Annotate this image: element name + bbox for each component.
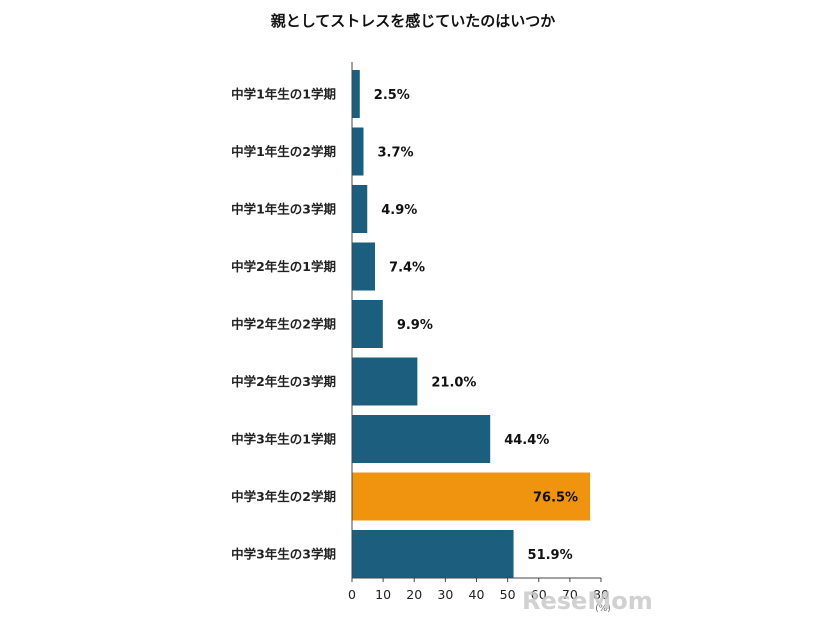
- x-tick-label: 0: [348, 587, 356, 602]
- value-label: 21.0%: [431, 376, 476, 391]
- category-label: 中学2年生の2学期: [231, 317, 336, 332]
- category-label: 中学1年生の2学期: [231, 144, 336, 159]
- x-tick-label: 50: [500, 587, 516, 602]
- category-label: 中学2年生の3学期: [231, 374, 336, 389]
- chart-title: 親としてストレスを感じていたのはいつか: [271, 12, 556, 30]
- bar: [352, 242, 376, 291]
- category-label: 中学1年生の3学期: [231, 202, 336, 217]
- value-label: 76.5%: [533, 491, 578, 506]
- x-tick-label: 20: [406, 587, 422, 602]
- bar: [352, 472, 591, 521]
- x-tick-label: 60: [531, 587, 547, 602]
- bar: [352, 185, 368, 233]
- bar: [352, 127, 364, 176]
- x-tick-label: 30: [437, 587, 453, 602]
- bar: [352, 357, 418, 406]
- category-label: 中学3年生の1学期: [231, 432, 336, 447]
- x-tick-label: 10: [375, 587, 391, 602]
- x-tick-label: 70: [562, 587, 578, 602]
- value-label: 9.9%: [397, 318, 433, 333]
- bar: [352, 530, 514, 578]
- bars-group: 中学1年生の1学期 2.5% 中学1年生の2学期 3.7% 中学1年生の3学期 4.9% 中…: [231, 70, 591, 578]
- category-label: 中学1年生の1学期: [231, 87, 336, 102]
- value-label: 4.9%: [381, 203, 417, 218]
- watermark-logo: ReseMom: [522, 587, 653, 615]
- x-tick-label: 40: [469, 587, 485, 602]
- category-label: 中学3年生の3学期: [231, 547, 336, 562]
- bar: [352, 70, 360, 118]
- value-label: 7.4%: [389, 261, 425, 276]
- bar: [352, 415, 491, 463]
- value-label: 2.5%: [374, 88, 410, 103]
- value-label: 3.7%: [378, 146, 414, 161]
- value-label: 44.4%: [504, 433, 549, 448]
- x-unit-label: (%): [595, 604, 611, 614]
- x-axis: 0 10 20 30 40 50 60 70 80 (%): [348, 62, 611, 614]
- category-label: 中学2年生の1学期: [231, 259, 336, 274]
- bar: [352, 300, 383, 348]
- category-label: 中学3年生の2学期: [231, 489, 336, 504]
- value-label: 51.9%: [528, 548, 573, 563]
- x-tick-label: 80: [593, 587, 609, 602]
